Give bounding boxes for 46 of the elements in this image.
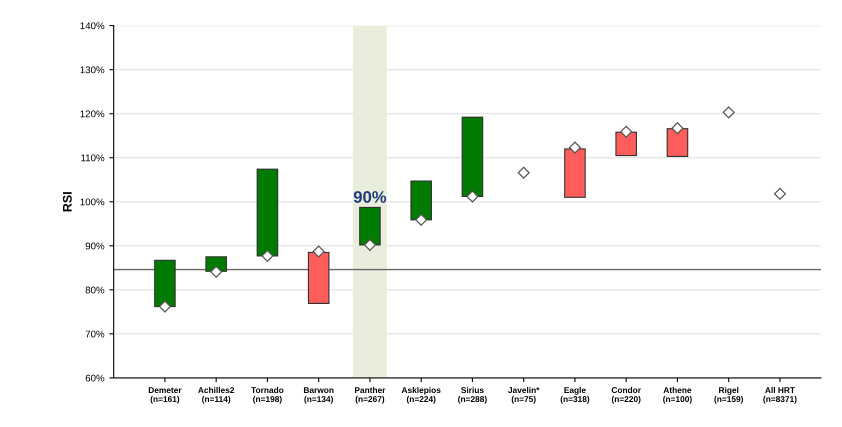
point [364,238,376,251]
bar [615,132,637,156]
annotation: 90% [354,191,386,203]
x-tick-label: Demeter (n=161) [148,387,182,404]
x-tick-label: Barwon (n=134) [304,387,334,404]
y-tick-label: 70% [86,330,104,338]
y-tick-label: 60% [86,374,104,382]
x-tick-label: Asklepios (n=224) [402,386,441,404]
point [774,188,786,200]
point [415,214,428,226]
bar [666,128,688,157]
bar [462,116,484,198]
x-tick-label: Condor (n=220) [612,386,641,404]
point [518,166,530,179]
y-tick-label: 80% [86,286,104,294]
y-tick-label: 120% [80,110,104,118]
bar [410,180,432,220]
point [722,106,735,118]
y-axis-title: RSI [62,192,72,212]
bar [564,148,586,198]
x-tick-label: Rigel (n=159) [714,386,743,404]
point [620,126,632,138]
x-tick-label: Sirius (n=288) [458,386,487,404]
point [261,250,274,262]
x-tick-label: Tornado (n=198) [251,386,284,404]
bar [154,260,176,308]
x-tick-label: Eagle (n=318) [560,386,590,404]
x-tick-label: All HRT (n=8371) [763,386,797,404]
bar [359,206,381,246]
bar [308,252,330,304]
x-tick-label: Panther (n=267) [354,386,386,404]
bar [256,168,278,256]
point [312,245,325,258]
point [158,300,171,313]
y-tick-label: 140% [80,22,104,30]
y-tick-label: 110% [81,154,104,162]
y-tick-label: 90% [86,242,104,250]
y-tick-label: 100% [80,198,104,206]
x-tick-label: Athene (n=100) [663,386,692,404]
y-tick-label: 130% [80,66,104,74]
x-tick-label: Achilles2 (n=114) [198,386,234,404]
x-tick-label: Javelin* (n=75) [508,386,540,404]
point [210,266,222,278]
point [568,142,581,154]
point [671,122,684,134]
point [466,190,478,202]
